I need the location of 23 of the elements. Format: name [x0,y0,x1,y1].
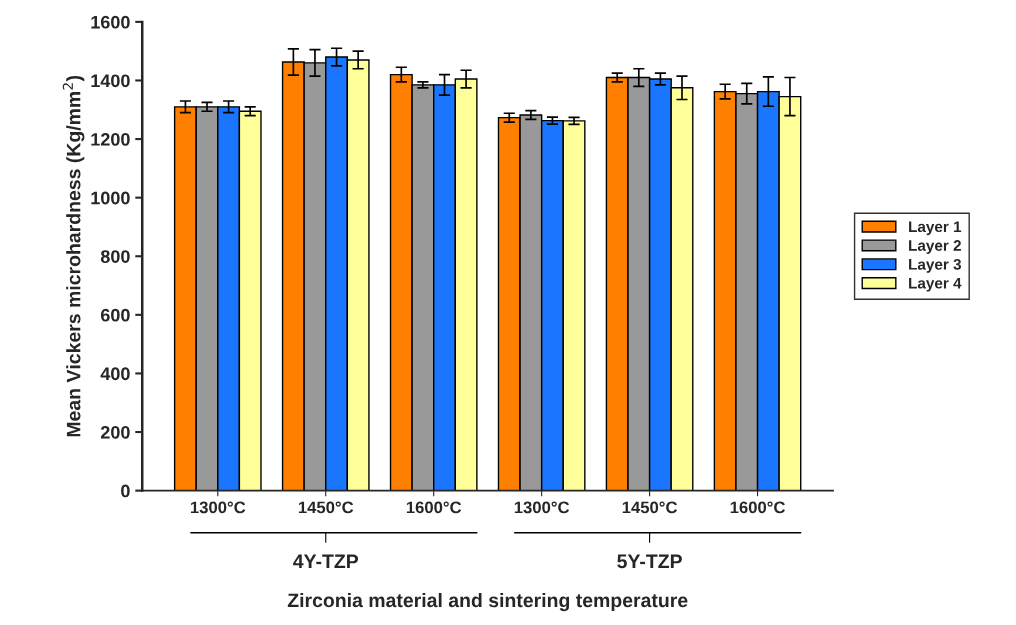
x-axis-title: Zirconia material and sintering temperature [287,592,688,612]
legend-label: Layer 2 [909,240,961,254]
y-axis-title: Mean Vickers microhardness (Kg/mm$^{2}$) [62,75,85,437]
y-tick-label: 0 [121,484,130,498]
y-tick-label: 400 [100,367,130,381]
x-tick-label: 1450°C [622,501,678,514]
y-tick-label: 1600 [91,15,130,29]
y-tick-label: 600 [100,308,130,322]
y-tick-label: 1200 [91,133,130,146]
x-tick-label: 1600°C [730,501,785,514]
y-tick-label: 1400 [91,74,130,88]
y-tick-label: 200 [100,425,130,439]
legend-label: Layer 4 [909,277,962,292]
x-tick-label: 1300°C [514,501,570,514]
x-tick-label: 1450°C [298,501,354,514]
x-tick-label: 1600°C [406,501,462,514]
legend-label: Layer 1 [909,221,962,236]
legend-label: Layer 3 [909,258,962,273]
y-tick-label: 1000 [91,191,130,205]
text: 4Y-TZP [293,554,359,568]
x-tick-label: 1300°C [190,501,246,514]
text: 5Y-TZP [617,554,682,569]
y-tick-label: 800 [100,250,130,263]
